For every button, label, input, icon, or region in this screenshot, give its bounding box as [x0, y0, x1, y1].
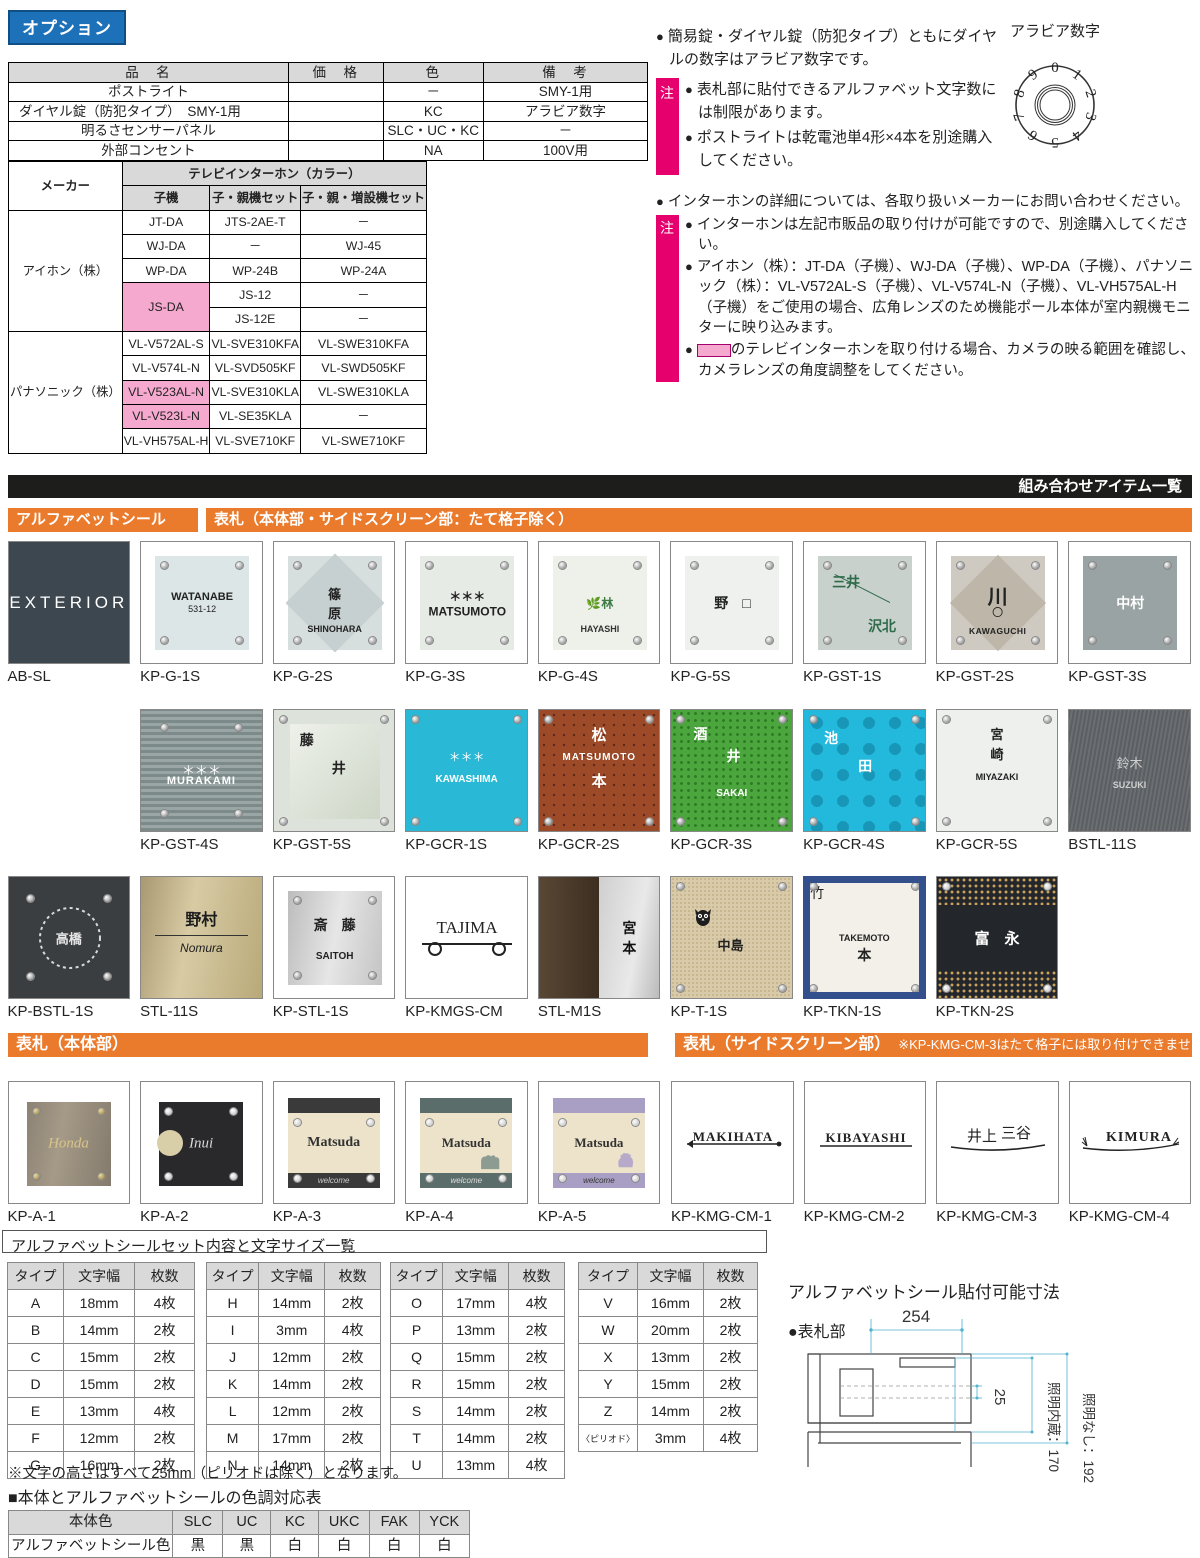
svg-text:25: 25 [991, 1389, 1008, 1406]
svg-text:254: 254 [902, 1307, 930, 1326]
svg-text:照明内蔵：170: 照明内蔵：170 [1046, 1382, 1061, 1472]
svg-text:照明なし：192: 照明なし：192 [1081, 1393, 1096, 1483]
